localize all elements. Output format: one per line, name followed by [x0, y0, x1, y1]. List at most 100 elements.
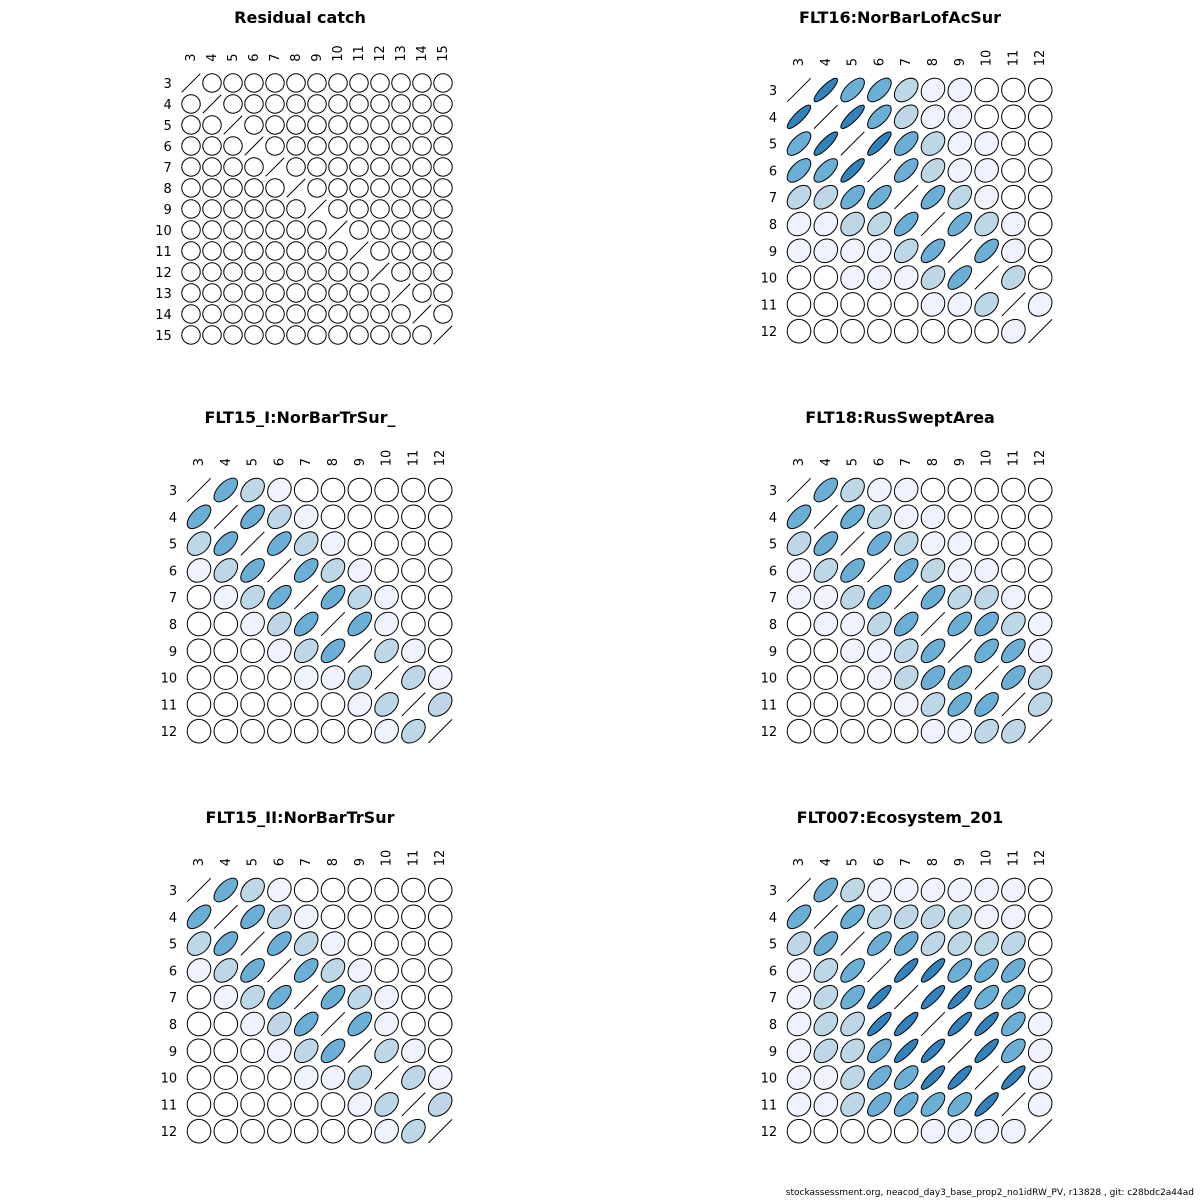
correlation-ellipse	[401, 584, 426, 610]
correlation-ellipse	[786, 611, 812, 637]
row-tick-label: 11	[161, 1098, 178, 1113]
correlation-ellipse	[867, 584, 892, 610]
row-tick-label: 8	[769, 218, 777, 233]
correlation-ellipse	[867, 104, 892, 130]
correlation-ellipse	[920, 292, 946, 317]
correlation-ellipse	[840, 504, 865, 530]
row-tick-label: 9	[769, 245, 777, 260]
correlation-ellipse	[786, 665, 812, 690]
correlation-ellipse	[186, 584, 212, 610]
correlation-ellipse	[202, 178, 222, 198]
correlation-ellipse	[240, 718, 265, 744]
correlation-ellipse	[307, 73, 327, 93]
correlation-ellipse	[1027, 958, 1053, 983]
correlation-ellipse	[374, 984, 399, 1010]
correlation-ellipse	[347, 665, 373, 690]
diagonal-mark	[213, 504, 238, 529]
correlation-ellipse	[349, 199, 369, 219]
correlation-ellipse	[223, 283, 243, 303]
column-tick-label: 6	[872, 858, 887, 866]
correlation-ellipse	[240, 584, 265, 610]
correlation-ellipse	[427, 584, 453, 610]
correlation-ellipse	[374, 718, 399, 744]
correlation-ellipse	[181, 304, 201, 324]
correlation-ellipse	[893, 877, 919, 903]
diagonal-mark	[401, 1092, 426, 1117]
row-tick-label: 7	[769, 991, 777, 1006]
correlation-ellipse	[893, 1011, 919, 1037]
panel-4: FLT15_II:NorBarTrSur 3 4 5 6 7 8 9 10 11 12 3 4 5 6 7 8 9…	[161, 808, 453, 1144]
correlation-ellipse	[244, 115, 264, 135]
diagonal-mark	[240, 531, 265, 556]
correlation-ellipse	[267, 638, 292, 664]
correlation-ellipse	[412, 325, 432, 345]
correlation-ellipse	[433, 283, 453, 303]
correlation-ellipse	[840, 638, 865, 664]
correlation-ellipse	[867, 131, 892, 156]
correlation-ellipse	[920, 531, 946, 556]
correlation-ellipse	[244, 157, 264, 177]
correlation-ellipse	[1027, 877, 1053, 903]
correlation-ellipse	[1001, 1038, 1026, 1064]
column-tick-label: 9	[953, 858, 968, 866]
row-tick-label: 4	[769, 111, 777, 126]
row-tick-label: 10	[761, 672, 778, 687]
correlation-ellipse	[181, 136, 201, 156]
correlation-ellipse	[427, 504, 453, 530]
correlation-ellipse	[786, 958, 812, 983]
column-tick-label: 11	[1006, 450, 1021, 467]
correlation-ellipse	[293, 1011, 319, 1037]
correlation-ellipse	[186, 931, 212, 956]
correlation-ellipse	[347, 692, 373, 717]
correlation-ellipse	[920, 1118, 946, 1144]
correlation-ellipse	[1027, 638, 1053, 664]
diagonal-mark	[813, 504, 838, 529]
row-tick-label: 12	[155, 266, 172, 281]
correlation-ellipse	[893, 638, 919, 664]
correlation-ellipse	[920, 931, 946, 956]
correlation-ellipse	[186, 1118, 212, 1144]
correlation-ellipse	[181, 115, 201, 135]
correlation-ellipse	[1027, 904, 1053, 930]
correlation-ellipse	[947, 1092, 973, 1117]
correlation-ellipse	[840, 1065, 865, 1090]
correlation-ellipse	[893, 1092, 919, 1117]
correlation-ellipse	[412, 115, 432, 135]
correlation-ellipse	[427, 1038, 453, 1064]
correlation-ellipse	[213, 1011, 239, 1037]
diagonal-mark	[391, 283, 411, 303]
correlation-ellipse	[867, 877, 892, 903]
diagonal-mark	[867, 158, 892, 183]
column-tick-label: 10	[980, 450, 995, 467]
correlation-ellipse	[347, 558, 373, 583]
column-tick-label: 12	[1033, 450, 1048, 467]
correlation-ellipse	[401, 638, 426, 664]
row-tick-label: 5	[769, 138, 777, 153]
correlation-ellipse	[328, 115, 348, 135]
correlation-ellipse	[347, 904, 373, 930]
row-tick-label: 4	[769, 511, 777, 526]
correlation-ellipse	[320, 531, 346, 556]
correlation-ellipse	[213, 718, 239, 744]
correlation-ellipse	[320, 984, 346, 1010]
diagonal-mark	[1001, 1092, 1026, 1117]
correlation-ellipse	[840, 692, 865, 717]
diagonal-mark	[294, 585, 319, 610]
diagonal-mark	[1028, 719, 1053, 744]
correlation-ellipse	[1027, 584, 1053, 610]
correlation-ellipse	[265, 325, 285, 345]
correlation-ellipse	[240, 984, 265, 1010]
correlation-ellipse	[433, 304, 453, 324]
correlation-ellipse	[186, 1038, 212, 1064]
correlation-ellipse	[391, 220, 411, 240]
correlation-ellipse	[893, 611, 919, 637]
correlation-ellipse	[240, 1092, 265, 1117]
correlation-ellipse	[1027, 158, 1053, 183]
row-tick-label: 3	[769, 484, 777, 499]
row-tick-label: 9	[769, 1045, 777, 1060]
correlation-ellipse	[840, 1092, 865, 1117]
correlation-ellipse	[349, 178, 369, 198]
correlation-ellipse	[920, 665, 946, 690]
correlation-ellipse	[1001, 558, 1026, 583]
correlation-ellipse	[202, 136, 222, 156]
